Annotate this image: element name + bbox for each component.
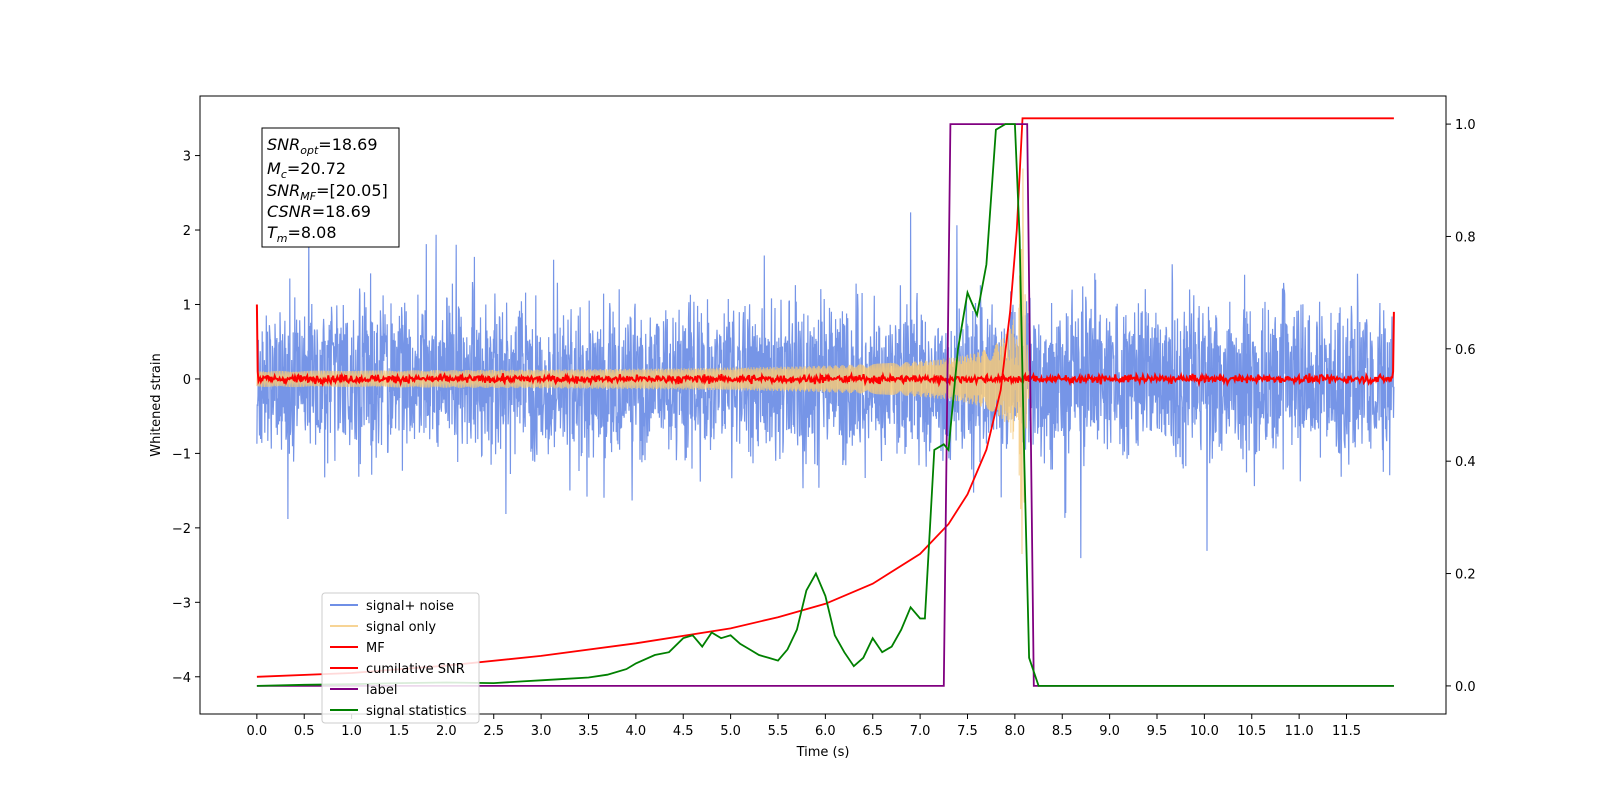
y-left-tick-label: 3 bbox=[183, 150, 191, 165]
x-tick-label: 4.5 bbox=[673, 724, 694, 739]
x-tick-label: 4.0 bbox=[626, 724, 647, 739]
annotation-mc: Mc=20.72 bbox=[267, 159, 346, 181]
y-right-tick-label: 0.2 bbox=[1455, 568, 1476, 583]
y-left-tick-label: 0 bbox=[183, 373, 191, 388]
x-tick-label: 3.0 bbox=[531, 724, 552, 739]
y-right-tick-label: 0.4 bbox=[1455, 455, 1476, 470]
y-right-tick-label: 0.0 bbox=[1455, 680, 1476, 695]
x-tick-label: 0.0 bbox=[247, 724, 268, 739]
y-axis-left: 3 2 1 0 −1 −2 −3 −4 bbox=[172, 150, 200, 686]
annotation-frame bbox=[261, 127, 400, 248]
x-tick-label: 5.0 bbox=[720, 724, 741, 739]
legend-entry-label: signal only bbox=[366, 620, 436, 635]
y-left-tick-label: 1 bbox=[183, 298, 191, 313]
x-axis: 0.0 0.5 1.0 1.5 2.0 2.5 3.0 3.5 4.0 4.5 5.0 5.5 6.0 6… bbox=[247, 714, 1361, 739]
x-tick-label: 7.0 bbox=[910, 724, 931, 739]
x-tick-label: 11.5 bbox=[1332, 724, 1361, 739]
x-tick-label: 5.5 bbox=[768, 724, 789, 739]
y-right-tick-label: 0.8 bbox=[1455, 230, 1476, 245]
annotation-snr-mf: SNRMF=[20.05] bbox=[267, 181, 388, 203]
x-tick-label: 7.5 bbox=[957, 724, 978, 739]
legend-entry-label: signal statistics bbox=[366, 704, 467, 719]
series-cumulative-snr bbox=[256, 117, 1394, 678]
x-tick-label: 9.0 bbox=[1099, 724, 1120, 739]
x-tick-label: 2.0 bbox=[436, 724, 457, 739]
x-tick-label: 3.5 bbox=[578, 724, 599, 739]
series-mf bbox=[255, 304, 1395, 388]
x-tick-label: 1.0 bbox=[341, 724, 362, 739]
y-left-tick-label: 2 bbox=[183, 224, 191, 239]
y-left-tick-label: −1 bbox=[172, 447, 191, 462]
annotation-tm: Tm=8.08 bbox=[267, 223, 337, 245]
legend-entry-label: label bbox=[366, 683, 397, 698]
y-axis-title: Whitened strain bbox=[149, 353, 164, 456]
series-layer bbox=[255, 117, 1395, 687]
legend-entry-label: signal+ noise bbox=[366, 599, 454, 614]
annotation-box: SNRopt=18.69 Mc=20.72 SNRMF=[20.05] CSNR… bbox=[261, 127, 400, 248]
legend-frame bbox=[321, 592, 480, 724]
series-signal-statistics bbox=[256, 123, 1394, 687]
x-tick-label: 1.5 bbox=[389, 724, 410, 739]
annotation-snr-opt: SNRopt=18.69 bbox=[267, 135, 378, 157]
x-tick-label: 10.0 bbox=[1190, 724, 1219, 739]
y-left-tick-label: −2 bbox=[172, 522, 191, 537]
legend-entry-label: cumilative SNR bbox=[366, 662, 465, 677]
y-right-tick-label: 0.6 bbox=[1455, 343, 1476, 358]
y-left-tick-label: −4 bbox=[172, 671, 191, 686]
legend-entry-label: MF bbox=[366, 641, 385, 656]
plot-frame bbox=[199, 95, 1447, 715]
x-axis-title: Time (s) bbox=[796, 745, 850, 760]
y-right-tick-label: 1.0 bbox=[1455, 118, 1476, 133]
x-tick-label: 6.0 bbox=[815, 724, 836, 739]
x-tick-label: 2.5 bbox=[483, 724, 504, 739]
series-signal-only bbox=[256, 168, 1030, 555]
legend: signal+ noise signal only MF cumilative SNR… bbox=[321, 592, 480, 724]
x-tick-label: 9.5 bbox=[1147, 724, 1168, 739]
x-tick-label: 8.5 bbox=[1052, 724, 1073, 739]
x-tick-label: 11.0 bbox=[1285, 724, 1314, 739]
annotation-csnr: CSNR=18.69 bbox=[267, 202, 371, 221]
y-axis-right: 1.0 0.8 0.6 0.4 0.2 0.0 bbox=[1446, 118, 1476, 695]
x-tick-label: 10.5 bbox=[1237, 724, 1266, 739]
y-left-tick-label: −3 bbox=[172, 596, 191, 611]
x-tick-label: 6.5 bbox=[862, 724, 883, 739]
x-tick-label: 0.5 bbox=[294, 724, 315, 739]
x-tick-label: 8.0 bbox=[1005, 724, 1026, 739]
